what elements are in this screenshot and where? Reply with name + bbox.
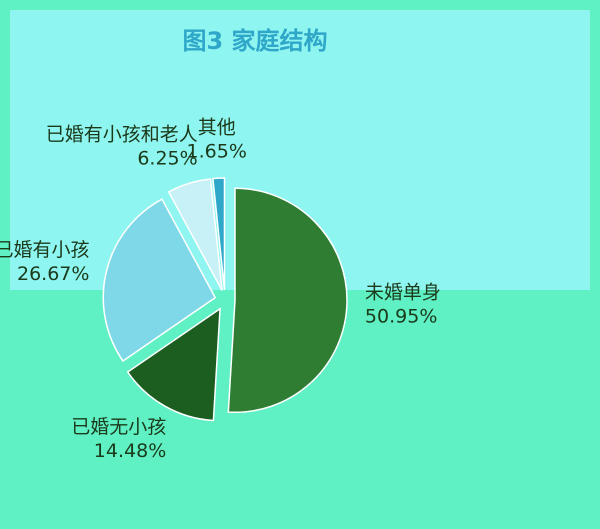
pie-slice [212, 177, 226, 291]
slice-value-label: 50.95% [365, 305, 437, 327]
pie-slice [227, 187, 348, 414]
slice-label: 其他 [198, 117, 236, 139]
slice-value-label: 14.48% [94, 440, 166, 462]
chart-title: 图3 家庭结构 [182, 27, 327, 55]
slice-value-label: 1.65% [187, 141, 247, 163]
slice-label: 已婚有小孩 [0, 239, 89, 261]
slice-label: 已婚有小孩和老人 [46, 124, 198, 146]
slice-label: 未婚单身 [365, 281, 441, 303]
pie-slice [167, 178, 223, 291]
pie-slice [126, 307, 221, 422]
slice-value-label: 26.67% [17, 263, 89, 285]
slice-label: 已婚无小孩 [71, 416, 166, 438]
slice-value-label: 6.25% [137, 148, 197, 170]
pie-slice [102, 198, 217, 363]
